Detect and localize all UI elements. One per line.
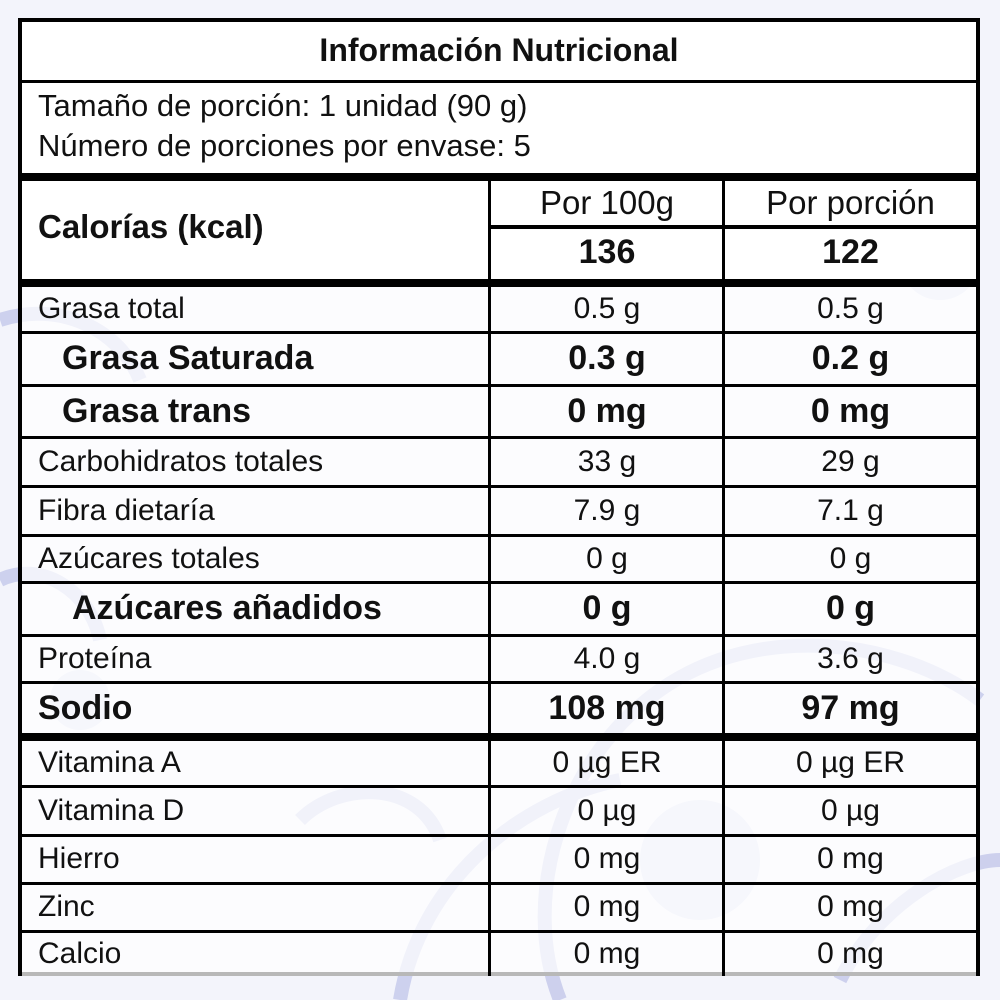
nutrient-name-azucares-totales: Azúcares totales (38, 542, 260, 575)
row-bg (22, 637, 976, 681)
value-per-serving-carbohidratos-totales: 29 g (821, 445, 880, 478)
calories-label: Calorías (kcal) (38, 208, 264, 245)
nutrient-name-proteina: Proteína (38, 642, 152, 675)
row-bg (22, 741, 976, 785)
nutrient-name-calcio: Calcio (38, 937, 122, 970)
row-divider (22, 834, 976, 837)
row-bg (22, 287, 976, 331)
value-per-100g-vitamina-a: 0 µg ER (552, 746, 662, 779)
nutrient-name-carbohidratos-totales: Carbohidratos totales (38, 445, 324, 478)
value-per-100g-fibra-dietaria: 7.9 g (573, 494, 641, 527)
row-bg (22, 788, 976, 834)
value-per-serving-sodio: 97 mg (801, 689, 900, 727)
value-per-100g-azucares-anadidos: 0 g (582, 589, 632, 627)
nutrient-name-zinc: Zinc (38, 890, 95, 923)
nutrient-name-sodio: Sodio (38, 689, 133, 727)
nutrient-name-grasa-total: Grasa total (38, 292, 185, 325)
nutrient-name-azucares-anadidos: Azúcares añadidos (72, 589, 382, 627)
row-bg (22, 439, 976, 485)
row-bg (22, 684, 976, 733)
nutrient-name-vitamina-a: Vitamina A (38, 746, 181, 779)
value-per-serving-grasa-trans: 0 mg (810, 392, 891, 430)
nutrient-name-vitamina-d: Vitamina D (38, 794, 185, 827)
row-divider (22, 436, 976, 439)
value-per-100g-grasa-trans: 0 mg (567, 392, 647, 430)
row-bg (22, 488, 976, 534)
value-per-100g-calcio: 0 mg (573, 937, 641, 970)
value-per-serving-proteina: 3.6 g (817, 642, 884, 675)
nutrient-name-grasa-trans: Grasa trans (62, 392, 251, 430)
calories-per-serving: 122 (822, 233, 879, 271)
row-divider (22, 485, 976, 488)
nutrient-name-fibra-dietaria: Fibra dietaría (38, 494, 215, 527)
thick-divider (22, 173, 976, 181)
value-per-serving-calcio: 0 mg (817, 937, 884, 970)
value-per-serving-vitamina-d: 0 µg (821, 794, 880, 827)
row-bg (22, 584, 976, 634)
row-bg (22, 837, 976, 882)
column-header-per-100g: Por 100g (540, 184, 674, 221)
servings-per-container-text: Número de porciones por envase: 5 (38, 128, 531, 163)
thick-divider (22, 279, 976, 287)
row-divider (22, 534, 976, 537)
value-per-serving-azucares-totales: 0 g (829, 542, 872, 575)
row-divider (22, 581, 976, 584)
divider (22, 80, 976, 83)
row-bg (22, 933, 976, 976)
value-per-100g-sodio: 108 mg (548, 689, 666, 727)
nutrition-facts-label: Información Nutricional Tamaño de porció… (18, 18, 980, 976)
value-per-serving-grasa-saturada: 0.2 g (811, 339, 890, 377)
row-divider (22, 785, 976, 788)
value-per-serving-hierro: 0 mg (817, 842, 884, 875)
value-per-100g-proteina: 4.0 g (573, 642, 641, 675)
column-divider (488, 181, 491, 976)
row-bg (22, 537, 976, 581)
calories-per-100g: 136 (578, 233, 636, 271)
thick-divider (22, 733, 976, 741)
row-bg (22, 885, 976, 930)
label-title: Información Nutricional (319, 32, 679, 68)
row-divider (22, 384, 976, 387)
serving-info-bg (22, 83, 976, 173)
row-divider (22, 930, 976, 933)
calories-inner-divider (488, 225, 976, 229)
value-per-100g-azucares-totales: 0 g (586, 542, 628, 575)
value-per-serving-fibra-dietaria: 7.1 g (817, 494, 884, 527)
serving-size-text: Tamaño de porción: 1 unidad (90 g) (38, 88, 528, 123)
value-per-100g-carbohidratos-totales: 33 g (577, 445, 637, 478)
value-per-100g-hierro: 0 mg (573, 842, 641, 875)
row-divider (22, 681, 976, 684)
title-bg (22, 22, 976, 80)
value-per-100g-vitamina-d: 0 µg (577, 794, 637, 827)
value-per-100g-grasa-saturada: 0.3 g (568, 339, 646, 377)
row-bg (22, 387, 976, 436)
value-per-serving-azucares-anadidos: 0 g (825, 589, 876, 627)
row-bg (22, 334, 976, 384)
value-per-100g-zinc: 0 mg (573, 890, 641, 923)
row-divider (22, 882, 976, 885)
value-per-serving-grasa-total: 0.5 g (817, 292, 884, 325)
value-per-serving-vitamina-a: 0 µg ER (796, 746, 905, 779)
value-per-serving-zinc: 0 mg (817, 890, 884, 923)
row-divider (22, 331, 976, 334)
value-per-100g-grasa-total: 0.5 g (573, 292, 641, 325)
nutrient-name-hierro: Hierro (38, 842, 120, 875)
column-header-per-serving: Por porción (766, 184, 935, 221)
row-divider (22, 634, 976, 637)
column-divider (722, 181, 725, 976)
nutrient-name-grasa-saturada: Grasa Saturada (62, 339, 314, 377)
calories-values-bg (492, 229, 976, 279)
